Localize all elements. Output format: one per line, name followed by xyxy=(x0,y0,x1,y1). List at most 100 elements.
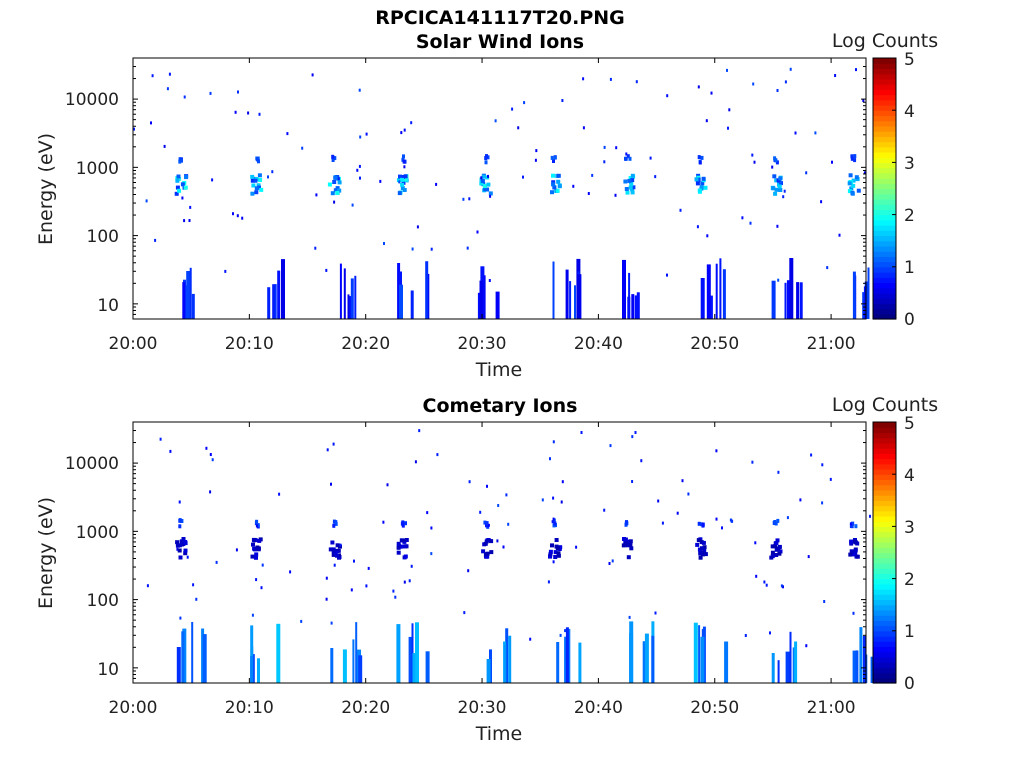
spectrogram-cell xyxy=(333,156,337,161)
spectrogram-streak xyxy=(708,295,713,319)
panel-2-ylabel: Energy (eV) xyxy=(35,497,57,609)
colorbar-segment xyxy=(873,162,896,169)
spectrogram-cell xyxy=(778,549,783,554)
spectrogram-streak xyxy=(504,644,507,683)
spectrogram-cell xyxy=(774,178,779,183)
spectrogram-cell xyxy=(186,555,189,559)
colorbar-segment xyxy=(873,251,896,257)
spectrogram-cell xyxy=(851,178,856,183)
colorbar-segment xyxy=(873,188,896,195)
spectrogram-cell xyxy=(255,578,258,582)
spectrogram-cell xyxy=(330,191,335,196)
colorbar-segment xyxy=(873,272,896,278)
spectrogram-cell xyxy=(555,188,560,193)
spectrogram-cell xyxy=(174,191,179,196)
spectrogram-cell xyxy=(256,523,260,528)
spectrogram-cell xyxy=(850,191,855,196)
spectrogram-cell xyxy=(621,543,626,548)
spectrogram-cell xyxy=(400,177,404,182)
spectrogram-cell xyxy=(783,189,786,193)
spectrogram-cell xyxy=(146,584,149,588)
spectrogram-cell xyxy=(241,216,244,220)
spectrogram-cell xyxy=(552,496,555,500)
spectrogram-cell xyxy=(435,182,438,186)
spectrogram-streak xyxy=(700,278,705,319)
colorbar-segment xyxy=(873,261,896,268)
spectrogram-cell xyxy=(396,178,401,183)
spectrogram-streak xyxy=(191,293,195,319)
spectrogram-cell xyxy=(334,521,338,526)
spectrogram-cell xyxy=(184,175,188,180)
panel-1-colorbar-label: Log Counts xyxy=(832,30,938,52)
spectrogram-cell xyxy=(289,570,292,574)
spectrogram-cell xyxy=(332,442,335,446)
spectrogram-cell xyxy=(311,73,314,77)
colorbar-segment xyxy=(873,230,896,237)
spectrogram-cell xyxy=(195,597,198,601)
spectrogram-cell xyxy=(628,185,633,190)
spectrogram-cell xyxy=(582,77,585,81)
colorbar-segment xyxy=(873,599,896,606)
spectrogram-cell xyxy=(479,181,484,186)
spectrogram-cell xyxy=(335,543,340,548)
colorbar-segment xyxy=(873,536,896,543)
spectrogram-cell xyxy=(386,483,389,487)
spectrogram-cell xyxy=(257,185,261,190)
spectrogram-cell xyxy=(628,156,632,161)
spectrogram-cell xyxy=(823,600,826,603)
spectrogram-cell xyxy=(188,219,191,222)
colorbar-segment xyxy=(873,557,896,564)
spectrogram-cell xyxy=(696,538,701,543)
spectrogram-cell xyxy=(624,542,629,547)
colorbar-segment xyxy=(873,115,896,122)
spectrogram-cell xyxy=(771,186,776,191)
spectrogram-cell xyxy=(771,165,774,169)
spectrogram-streak xyxy=(276,623,281,683)
spectrogram-cell xyxy=(624,156,628,161)
panel-solar-wind: Solar Wind Ions 20:00 20:10 20:20 20:30 … xyxy=(35,30,938,381)
spectrogram-streak xyxy=(576,258,581,319)
spectrogram-cell xyxy=(853,548,858,553)
spectrogram-cell xyxy=(259,187,264,192)
spectrogram-cell xyxy=(215,560,218,564)
spectrogram-cell xyxy=(553,555,558,559)
spectrogram-cell xyxy=(177,188,182,193)
spectrogram-cell xyxy=(258,178,263,182)
spectrogram-cell xyxy=(773,544,777,549)
panel-2-ytick-label: 10000 xyxy=(65,454,119,474)
spectrogram-cell xyxy=(575,545,578,549)
spectrogram-cell xyxy=(232,212,234,216)
spectrogram-cell xyxy=(337,188,342,193)
panel-1-colorbar xyxy=(872,57,897,320)
panel-1-axes-frame xyxy=(132,57,867,320)
spectrogram-streak xyxy=(644,633,649,683)
colorbar-segment xyxy=(873,515,896,522)
spectrogram-cell xyxy=(400,131,403,135)
spectrogram-cell xyxy=(681,479,684,483)
spectrogram-cell xyxy=(847,181,852,186)
spectrogram-cell xyxy=(485,521,489,526)
spectrogram-cell xyxy=(834,74,837,77)
spectrogram-cell xyxy=(484,156,488,160)
colorbar-segment xyxy=(873,625,896,632)
spectrogram-cell xyxy=(332,523,336,528)
spectrogram-cell xyxy=(178,159,182,164)
spectrogram-cell xyxy=(314,246,317,250)
spectrogram-streak xyxy=(719,258,722,319)
spectrogram-cell xyxy=(178,555,183,560)
panel-1-colorbar-tick: 0 xyxy=(904,310,915,330)
spectrogram-cell xyxy=(488,279,491,282)
spectrogram-cell xyxy=(559,633,562,637)
panel-1-xtick-label: 20:40 xyxy=(574,334,623,354)
spectrogram-cell xyxy=(624,187,629,191)
spectrogram-streak xyxy=(642,641,647,683)
spectrogram-cell xyxy=(256,183,261,188)
panel-2-xtick-label: 20:00 xyxy=(109,698,158,718)
colorbar-segment xyxy=(873,303,896,310)
spectrogram-cell xyxy=(699,540,704,545)
spectrogram-cell xyxy=(753,160,756,164)
spectrogram-cell xyxy=(403,174,408,179)
spectrogram-cell xyxy=(615,146,618,150)
spectrogram-cell xyxy=(480,176,483,180)
spectrogram-cell xyxy=(507,522,510,526)
